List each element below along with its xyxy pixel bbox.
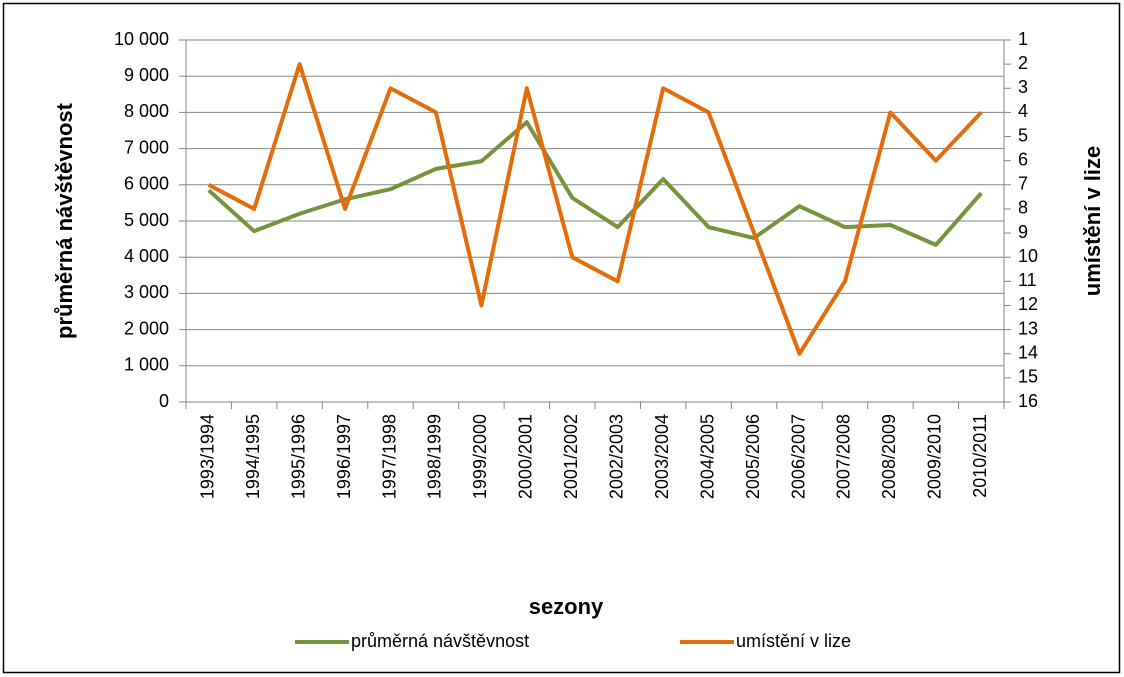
y-tick-label: 6 000 [124, 174, 169, 194]
x-tick-label: 1993/1994 [197, 414, 217, 499]
y2-tick-label: 11 [1018, 270, 1037, 290]
y2-axis-title: umístění v lize [1080, 146, 1105, 296]
y2-tick-label: 4 [1018, 101, 1028, 121]
y2-tick-label: 1 [1018, 29, 1028, 49]
y-tick-label: 5 000 [124, 210, 169, 230]
y2-tick-label: 6 [1018, 149, 1028, 169]
x-tick-label: 2005/2006 [743, 414, 763, 499]
y-tick-label: 10 000 [114, 29, 169, 49]
y-axis-title: průměrná návštěvnost [52, 102, 77, 339]
x-tick-label: 2003/2004 [652, 414, 672, 499]
y2-tick-label: 3 [1018, 77, 1028, 97]
x-tick-label: 2004/2005 [697, 414, 717, 499]
x-tick-label: 1998/1999 [425, 414, 445, 499]
x-tick-label: 2008/2009 [879, 414, 899, 499]
y2-tick-label: 15 [1018, 367, 1038, 387]
x-tick-label: 1997/1998 [379, 414, 399, 499]
legend-label: umístění v lize [736, 631, 851, 651]
y-tick-label: 2 000 [124, 318, 169, 338]
data-line [207, 62, 983, 356]
y-tick-label: 1 000 [124, 355, 169, 375]
y2-tick-label: 10 [1018, 246, 1038, 266]
x-tick-label: 1995/1996 [288, 414, 308, 499]
x-tick-label: 2006/2007 [788, 414, 808, 499]
x-tick-label: 2002/2003 [606, 414, 626, 499]
y2-tick-label: 14 [1018, 342, 1038, 362]
y-tick-label: 7 000 [124, 137, 169, 157]
y2-tick-label: 12 [1018, 294, 1038, 314]
x-tick-label: 2000/2001 [516, 414, 536, 499]
x-tick-label: 2007/2008 [834, 414, 854, 499]
x-tick-label: 1999/2000 [470, 414, 490, 499]
y-tick-label: 0 [159, 391, 169, 411]
y-tick-label: 3 000 [124, 282, 169, 302]
y2-tick-label: 16 [1018, 391, 1038, 411]
y2-tick-label: 5 [1018, 125, 1028, 145]
legend-label: průměrná návštěvnost [351, 631, 529, 651]
x-tick-label: 2009/2010 [925, 414, 945, 499]
y2-tick-label: 7 [1018, 174, 1028, 194]
y-tick-label: 8 000 [124, 101, 169, 121]
y2-tick-label: 8 [1018, 198, 1028, 218]
y2-tick-label: 13 [1018, 318, 1038, 338]
x-tick-label: 2010/2011 [970, 414, 990, 498]
data-line [207, 120, 983, 247]
x-tick-label: 1996/1997 [334, 414, 354, 499]
y2-tick-label: 9 [1018, 222, 1028, 242]
y2-tick-label: 2 [1018, 53, 1028, 73]
x-axis-title: sezony [529, 594, 604, 619]
y-tick-label: 4 000 [124, 246, 169, 266]
y-tick-label: 9 000 [124, 65, 169, 85]
x-tick-label: 2001/2002 [561, 414, 581, 499]
x-tick-label: 1994/1995 [243, 414, 263, 499]
